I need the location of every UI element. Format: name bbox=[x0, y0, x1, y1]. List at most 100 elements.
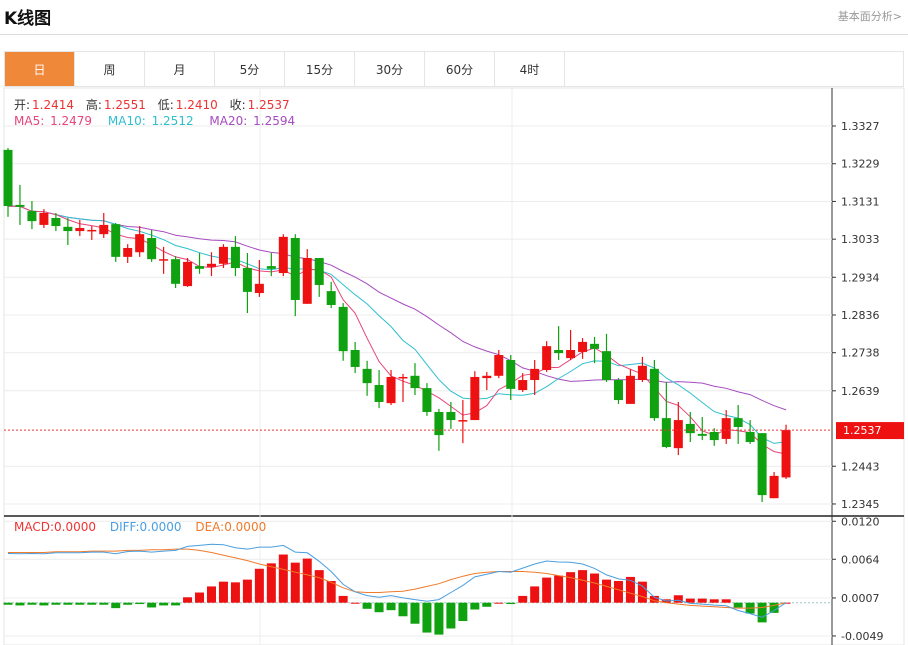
candle-up bbox=[566, 350, 576, 359]
widget-title: K线图 bbox=[4, 9, 52, 29]
ma20-value: 1.2594 bbox=[253, 114, 296, 128]
candle-up bbox=[470, 376, 480, 421]
period-tabs: 日 周 月 5分 15分 30分 60分 4时 bbox=[4, 51, 904, 87]
open-label: 开: bbox=[14, 98, 31, 112]
macd-tick-label: 0.0064 bbox=[841, 553, 880, 566]
macd-tick-label: -0.0049 bbox=[841, 630, 883, 643]
candle-down bbox=[51, 217, 61, 227]
low-label: 低: bbox=[157, 98, 174, 112]
tab-5min[interactable]: 5分 bbox=[215, 52, 285, 86]
macd-bar-negative bbox=[15, 602, 25, 606]
candle-down bbox=[649, 368, 659, 419]
dea-line bbox=[8, 548, 787, 609]
candle-down bbox=[613, 380, 623, 401]
candle-down bbox=[661, 418, 671, 448]
price-tick-label: 1.3033 bbox=[841, 233, 880, 246]
macd-bar-negative bbox=[470, 602, 480, 610]
candle-down bbox=[326, 291, 336, 305]
macd-bar-negative bbox=[147, 602, 157, 608]
macd-bar-negative bbox=[159, 602, 169, 606]
macd-bar-negative bbox=[135, 602, 145, 605]
macd-bar-negative bbox=[434, 602, 444, 635]
candle-up bbox=[625, 375, 635, 404]
low-value: 1.2410 bbox=[175, 98, 218, 112]
macd-bar-positive bbox=[230, 582, 240, 603]
tab-60min[interactable]: 60分 bbox=[425, 52, 495, 86]
ma5-legend: MA5: 1.2479 bbox=[14, 114, 94, 128]
price-tick-label: 1.3131 bbox=[841, 195, 880, 208]
close-value: 1.2537 bbox=[247, 98, 290, 112]
macd-bar-negative bbox=[374, 602, 384, 613]
candle-up bbox=[87, 229, 97, 232]
price-tick-label: 1.2443 bbox=[841, 460, 880, 473]
macd-bar-negative bbox=[362, 602, 372, 609]
candle-down bbox=[410, 375, 420, 389]
candle-down bbox=[506, 360, 516, 389]
macd-bar-negative bbox=[398, 602, 408, 617]
macd-bar-positive bbox=[350, 602, 360, 604]
candle-up bbox=[99, 224, 109, 235]
tab-4hour[interactable]: 4时 bbox=[495, 52, 565, 86]
header-divider bbox=[0, 34, 908, 35]
macd-bar-negative bbox=[123, 602, 133, 605]
macd-bar-positive bbox=[518, 595, 528, 603]
candle-down bbox=[434, 411, 444, 436]
current-price-label: 1.2537 bbox=[843, 424, 882, 437]
ma5-label: MA5: bbox=[14, 114, 49, 128]
candle-down bbox=[709, 431, 719, 441]
candle-up bbox=[542, 346, 552, 371]
macd-bar-negative bbox=[51, 602, 61, 605]
macd-bar-positive bbox=[302, 558, 312, 603]
candle-down bbox=[422, 388, 432, 412]
ma5-line bbox=[7, 205, 787, 455]
macd-bar-negative bbox=[422, 602, 432, 633]
candle-up bbox=[673, 420, 683, 449]
ma20-label: MA20: bbox=[209, 114, 252, 128]
candle-up bbox=[218, 246, 228, 264]
ma10-line bbox=[7, 205, 787, 444]
candle-down bbox=[3, 149, 13, 207]
ma20-legend: MA20: 1.2594 bbox=[209, 114, 297, 128]
candle-up bbox=[518, 380, 528, 391]
macd-bar-positive bbox=[685, 598, 695, 603]
tab-30min[interactable]: 30分 bbox=[355, 52, 425, 86]
macd-bar-negative bbox=[410, 602, 420, 624]
tab-month[interactable]: 月 bbox=[145, 52, 215, 86]
candle-up bbox=[302, 258, 312, 304]
macd-bar-positive bbox=[709, 599, 719, 603]
macd-bar-negative bbox=[171, 602, 181, 606]
tab-week[interactable]: 周 bbox=[75, 52, 145, 86]
price-tick-label: 1.2836 bbox=[841, 309, 880, 322]
fundamental-analysis-link[interactable]: 基本面分析> bbox=[837, 10, 902, 23]
macd-bar-positive bbox=[590, 573, 600, 603]
candle-up bbox=[254, 283, 264, 294]
macd-bar-positive bbox=[254, 568, 264, 603]
candle-down bbox=[63, 226, 73, 232]
macd-bar-negative bbox=[506, 602, 516, 605]
candle-down bbox=[266, 266, 276, 269]
macd-bar-positive bbox=[290, 562, 300, 603]
candle-down bbox=[230, 246, 240, 269]
macd-bar-positive bbox=[326, 580, 336, 603]
close-label: 收: bbox=[229, 98, 246, 112]
macd-bar-positive bbox=[602, 579, 611, 603]
candle-down bbox=[195, 266, 205, 269]
tab-day[interactable]: 日 bbox=[5, 52, 75, 86]
candle-down bbox=[350, 350, 360, 367]
macd-bar-positive bbox=[206, 586, 216, 603]
candle-down bbox=[602, 351, 611, 381]
macd-bar-positive bbox=[266, 563, 276, 603]
macd-bar-positive bbox=[278, 554, 288, 603]
candle-up bbox=[206, 263, 216, 267]
candle-up bbox=[482, 375, 492, 379]
candle-down bbox=[685, 423, 695, 434]
tab-15min[interactable]: 15分 bbox=[285, 52, 355, 86]
candle-down bbox=[446, 411, 456, 421]
price-tick-label: 1.2738 bbox=[841, 347, 880, 360]
current-price-badge bbox=[836, 422, 904, 440]
macd-bar-negative bbox=[99, 602, 109, 605]
ma10-label: MA10: bbox=[107, 114, 150, 128]
dea-value: DEA:0.0000 bbox=[195, 520, 267, 534]
macd-bar-negative bbox=[111, 602, 121, 609]
